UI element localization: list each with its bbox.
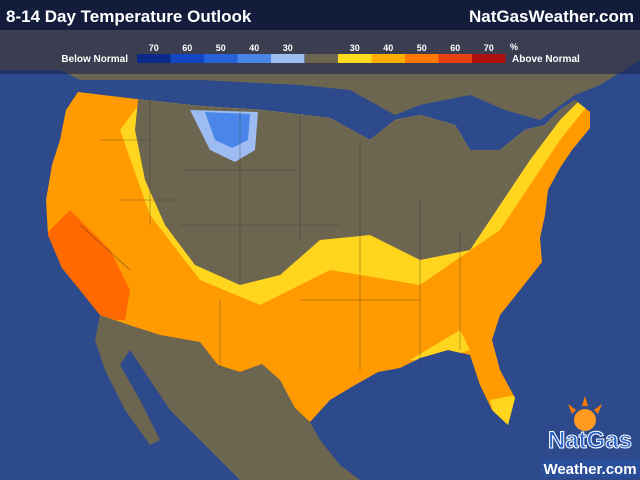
- legend-swatch: [137, 54, 171, 63]
- above-normal-label: Above Normal: [512, 54, 580, 65]
- legend-value: 30: [283, 43, 293, 53]
- logo-line2: Weather.com: [543, 461, 636, 478]
- legend-value: 70: [149, 43, 159, 53]
- legend-value: 50: [216, 43, 226, 53]
- legend-value: 40: [249, 43, 259, 53]
- logo-band: [540, 459, 640, 477]
- logo-line1: NatGas: [548, 427, 632, 454]
- legend-value: 50: [417, 43, 427, 53]
- legend-value: 60: [450, 43, 460, 53]
- legend-swatch: [237, 54, 271, 63]
- logo-sun: [574, 409, 596, 431]
- legend-value: 40: [383, 43, 393, 53]
- state-boundaries: [79, 100, 461, 370]
- legend-value: 70: [484, 43, 494, 53]
- legend-unit: %: [510, 42, 518, 52]
- site-name: NatGasWeather.com: [469, 7, 634, 26]
- legend-swatch: [204, 54, 238, 63]
- below-normal-label: Below Normal: [61, 54, 128, 65]
- legend-swatch: [472, 54, 506, 63]
- legend-normal: [305, 54, 338, 63]
- logo: NatGas Weather.com: [540, 396, 640, 478]
- logo-rays: [568, 396, 602, 414]
- legend-swatch: [371, 54, 405, 63]
- title: 8-14 Day Temperature Outlook: [6, 7, 252, 26]
- legend-swatch: [271, 54, 305, 63]
- legend-swatch: [170, 54, 204, 63]
- legend-swatch: [438, 54, 472, 63]
- title-bar: [0, 0, 640, 30]
- legend-value: 30: [350, 43, 360, 53]
- legend-swatch: [338, 54, 372, 63]
- mexico: [95, 315, 360, 480]
- legend-swatch: [405, 54, 439, 63]
- zone-below-40: [205, 112, 250, 148]
- legend-value: 60: [182, 43, 192, 53]
